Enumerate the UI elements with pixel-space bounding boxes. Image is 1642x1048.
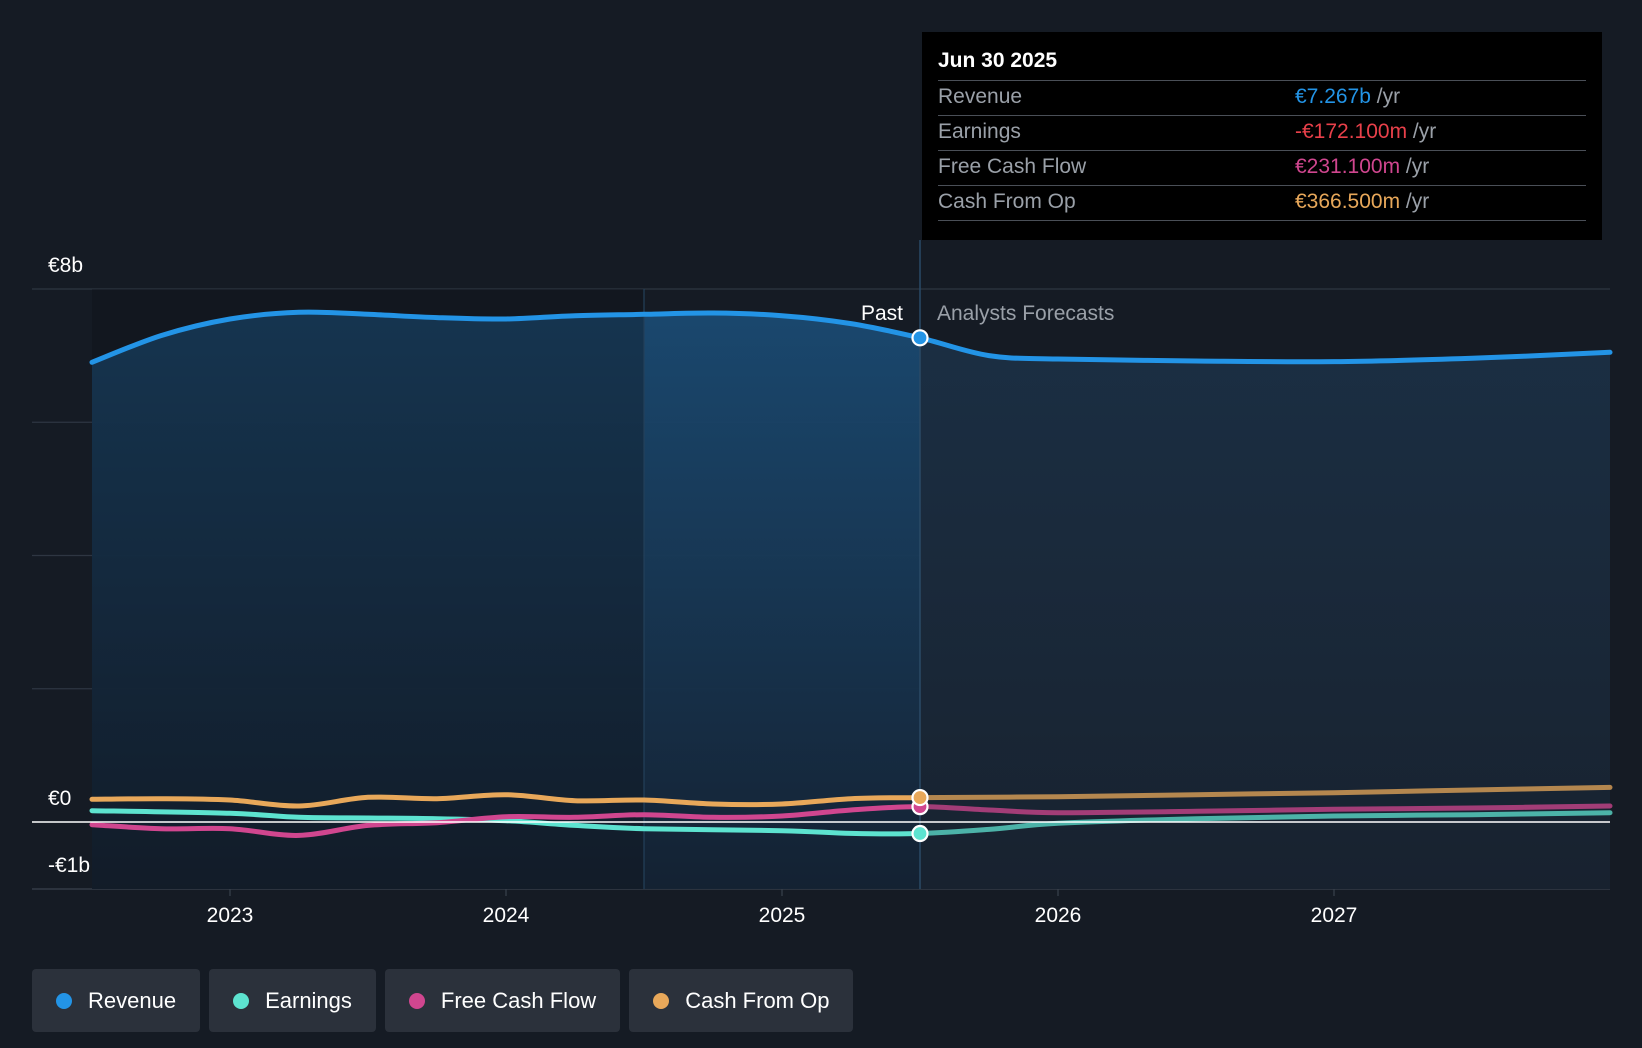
revenue-marker bbox=[911, 329, 929, 347]
tooltip-row: Free Cash Flow €231.100m /yr bbox=[938, 150, 1586, 185]
cfo-line-past bbox=[89, 792, 920, 809]
legend-label: Free Cash Flow bbox=[440, 987, 597, 1013]
y-tick-label: -€1b bbox=[48, 854, 90, 877]
region-labels: Past Analysts Forecasts bbox=[861, 302, 1114, 325]
forecast-label: Analysts Forecasts bbox=[937, 302, 1114, 325]
legend-dot-icon bbox=[653, 992, 670, 1009]
x-tick-label: 2027 bbox=[1311, 904, 1358, 927]
revenue-area bbox=[92, 289, 1610, 889]
revenue-line-past bbox=[89, 309, 920, 365]
tooltip-row-value: €366.500m /yr bbox=[1295, 190, 1430, 213]
tooltip-date: Jun 30 2025 bbox=[938, 49, 1058, 72]
legend-dot-icon bbox=[56, 992, 72, 1009]
revenue-line-forecast bbox=[920, 335, 1613, 365]
series-lines bbox=[89, 309, 1613, 838]
tooltip-row: Revenue €7.267b /yr bbox=[938, 80, 1586, 115]
x-tick-label: 2024 bbox=[483, 904, 530, 927]
past-label: Past bbox=[861, 302, 903, 325]
tooltip-rows: Revenue €7.267b /yr Earnings -€172.100m /yr… bbox=[938, 80, 1586, 221]
tooltip-row-label: Revenue bbox=[938, 85, 1023, 108]
tooltip: Jun 30 2025 Revenue €7.267b /yr Earnings -€… bbox=[922, 32, 1602, 240]
legend-label: Earnings bbox=[265, 987, 352, 1013]
x-tick-label: 2023 bbox=[207, 904, 254, 927]
legend: Revenue Earnings Free Cash Flow Cash From O… bbox=[32, 969, 854, 1032]
legend-item-cash-from-op[interactable]: Cash From Op bbox=[629, 969, 854, 1032]
earnings-marker bbox=[911, 824, 929, 843]
tooltip-row: Cash From Op €366.500m /yr bbox=[938, 185, 1586, 221]
legend-dot-icon bbox=[233, 992, 250, 1009]
tooltip-row-label: Earnings bbox=[938, 120, 1021, 143]
earnings-line-past bbox=[89, 808, 920, 837]
cfo-line-forecast bbox=[920, 784, 1613, 801]
tooltip-row-label: Cash From Op bbox=[938, 190, 1076, 213]
revenue-area-forecast bbox=[920, 337, 1610, 889]
x-tick-label: 2026 bbox=[1035, 904, 1082, 927]
fcf-line-forecast bbox=[920, 803, 1613, 816]
x-tick-label: 2025 bbox=[759, 904, 806, 927]
y-tick-label: €0 bbox=[48, 787, 71, 810]
series-markers bbox=[911, 329, 929, 843]
revenue-area-past bbox=[92, 312, 920, 889]
y-axis-labels: €8b €0 -€1b bbox=[32, 254, 1610, 877]
tooltip-row-value: €231.100m /yr bbox=[1295, 155, 1430, 178]
tooltip-row-value: €7.267b /yr bbox=[1295, 85, 1401, 108]
cfo-marker bbox=[911, 788, 929, 807]
legend-dot-icon bbox=[408, 992, 425, 1009]
tooltip-row-label: Free Cash Flow bbox=[938, 155, 1087, 178]
x-axis-labels: 2023 2024 2025 2026 2027 bbox=[207, 889, 1358, 927]
dim-region bbox=[92, 289, 644, 889]
tooltip-row-value: -€172.100m /yr bbox=[1295, 120, 1437, 143]
legend-item-free-cash-flow[interactable]: Free Cash Flow bbox=[384, 969, 621, 1032]
earnings-line-forecast bbox=[920, 810, 1613, 837]
legend-item-earnings[interactable]: Earnings bbox=[209, 969, 376, 1032]
legend-item-revenue[interactable]: Revenue bbox=[32, 969, 201, 1032]
tooltip-row: Earnings -€172.100m /yr bbox=[938, 115, 1586, 150]
legend-label: Revenue bbox=[88, 987, 177, 1013]
fcf-line-past bbox=[89, 804, 920, 838]
y-tick-label: €8b bbox=[48, 254, 83, 277]
legend-label: Cash From Op bbox=[685, 987, 830, 1013]
